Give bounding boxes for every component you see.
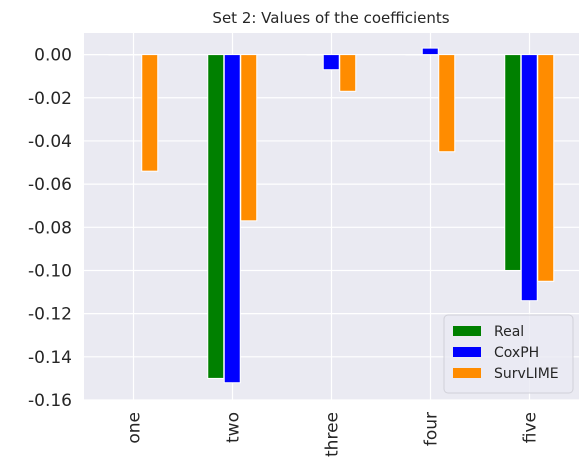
bar-survlime-three <box>339 54 357 92</box>
bar-coxph-three <box>322 54 340 71</box>
y-tick-label: -0.02 <box>28 89 72 109</box>
bar-real-five <box>504 54 522 271</box>
y-tick-label: -0.08 <box>28 218 72 238</box>
legend-swatch-coxph <box>453 347 481 357</box>
legend-label-real: Real <box>494 324 524 340</box>
x-tick-label: four <box>422 412 442 446</box>
x-tick-label: two <box>224 412 244 443</box>
y-tick-label: -0.12 <box>28 305 72 325</box>
x-tick-label: three <box>323 412 343 457</box>
bar-survlime-four <box>438 54 456 153</box>
bar-survlime-two <box>240 54 258 222</box>
legend-label-coxph: CoxPH <box>494 345 539 361</box>
bar-survlime-one <box>141 54 159 172</box>
y-tick-labels: 0.00 -0.02 -0.04 -0.06 -0.08 -0.10 -0.12 -0.14 -… <box>28 46 72 411</box>
x-tick-label: one <box>125 412 145 444</box>
chart-title: Set 2: Values of the coefficients <box>212 9 449 27</box>
x-tick-label: five <box>521 412 541 443</box>
y-tick-label: 0.00 <box>34 46 72 66</box>
legend: Real CoxPH SurvLIME <box>443 314 574 394</box>
bars <box>108 47 555 384</box>
y-tick-label: -0.04 <box>28 132 72 152</box>
y-tick-label: -0.16 <box>28 391 72 411</box>
y-tick-label: -0.14 <box>28 348 72 368</box>
legend-swatch-survlime <box>453 368 481 378</box>
bar-coxph-five <box>520 54 538 302</box>
y-tick-label: -0.06 <box>28 175 72 195</box>
bar-real-two <box>207 54 225 379</box>
legend-swatch-real <box>453 326 481 336</box>
x-tick-labels: one two three four five <box>125 412 541 457</box>
legend-label-survlime: SurvLIME <box>494 366 559 382</box>
bar-coxph-four <box>421 47 439 56</box>
bar-coxph-two <box>223 54 241 384</box>
bar-survlime-five <box>537 54 555 282</box>
y-tick-label: -0.10 <box>28 261 72 281</box>
